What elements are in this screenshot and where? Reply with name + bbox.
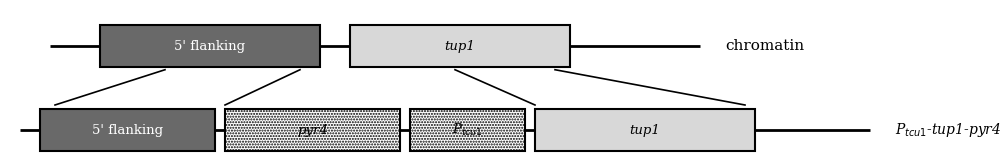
Text: 5' flanking: 5' flanking: [92, 124, 163, 137]
Bar: [100, 25, 320, 67]
Bar: [410, 109, 525, 151]
Bar: [225, 109, 400, 151]
Text: P$_{tcu1}$: P$_{tcu1}$: [452, 122, 483, 138]
Text: tup1: tup1: [445, 40, 475, 53]
Text: P$_{tcu1}$-tup1-pyr4: P$_{tcu1}$-tup1-pyr4: [895, 121, 1000, 139]
Bar: [225, 109, 400, 151]
Text: chromatin: chromatin: [725, 39, 804, 53]
Bar: [350, 25, 570, 67]
Text: 5' flanking: 5' flanking: [174, 40, 246, 53]
Bar: [535, 109, 755, 151]
Text: pyr4: pyr4: [297, 124, 328, 137]
Bar: [40, 109, 215, 151]
Text: tup1: tup1: [630, 124, 660, 137]
Bar: [410, 109, 525, 151]
